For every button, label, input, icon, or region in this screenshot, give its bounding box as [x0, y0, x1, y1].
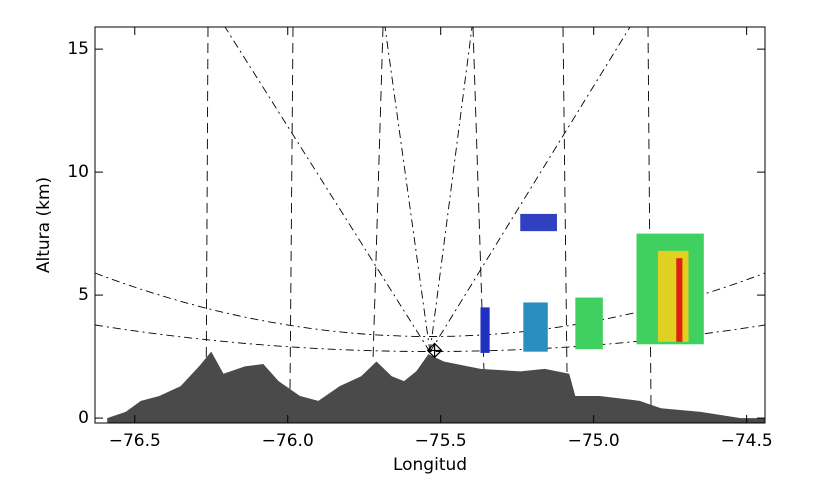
terrain-area: [107, 351, 766, 423]
x-tick-label: −76.5: [109, 431, 161, 451]
y-tick-label: 10: [67, 162, 89, 182]
plot-frame: [94, 26, 766, 424]
radar-echo: [520, 213, 557, 232]
x-tick-label: −75.5: [415, 431, 467, 451]
radar-echo: [480, 307, 490, 353]
y-tick-label: 0: [78, 408, 89, 428]
scan-lines: [94, 26, 766, 413]
radar-echo: [657, 250, 689, 342]
radar-echo: [676, 258, 683, 342]
x-tick-label: −76.0: [262, 431, 314, 451]
y-tick-label: 5: [78, 285, 89, 305]
y-axis-label: Altura (km): [34, 177, 54, 273]
radar-echo: [575, 297, 603, 350]
radar-site: [426, 342, 443, 359]
radar-echo: [523, 302, 548, 352]
x-axis-label: Longitud: [393, 455, 467, 475]
y-tick-label: 15: [67, 39, 89, 59]
x-tick-label: −75.0: [568, 431, 620, 451]
x-tick-label: −74.5: [721, 431, 773, 451]
